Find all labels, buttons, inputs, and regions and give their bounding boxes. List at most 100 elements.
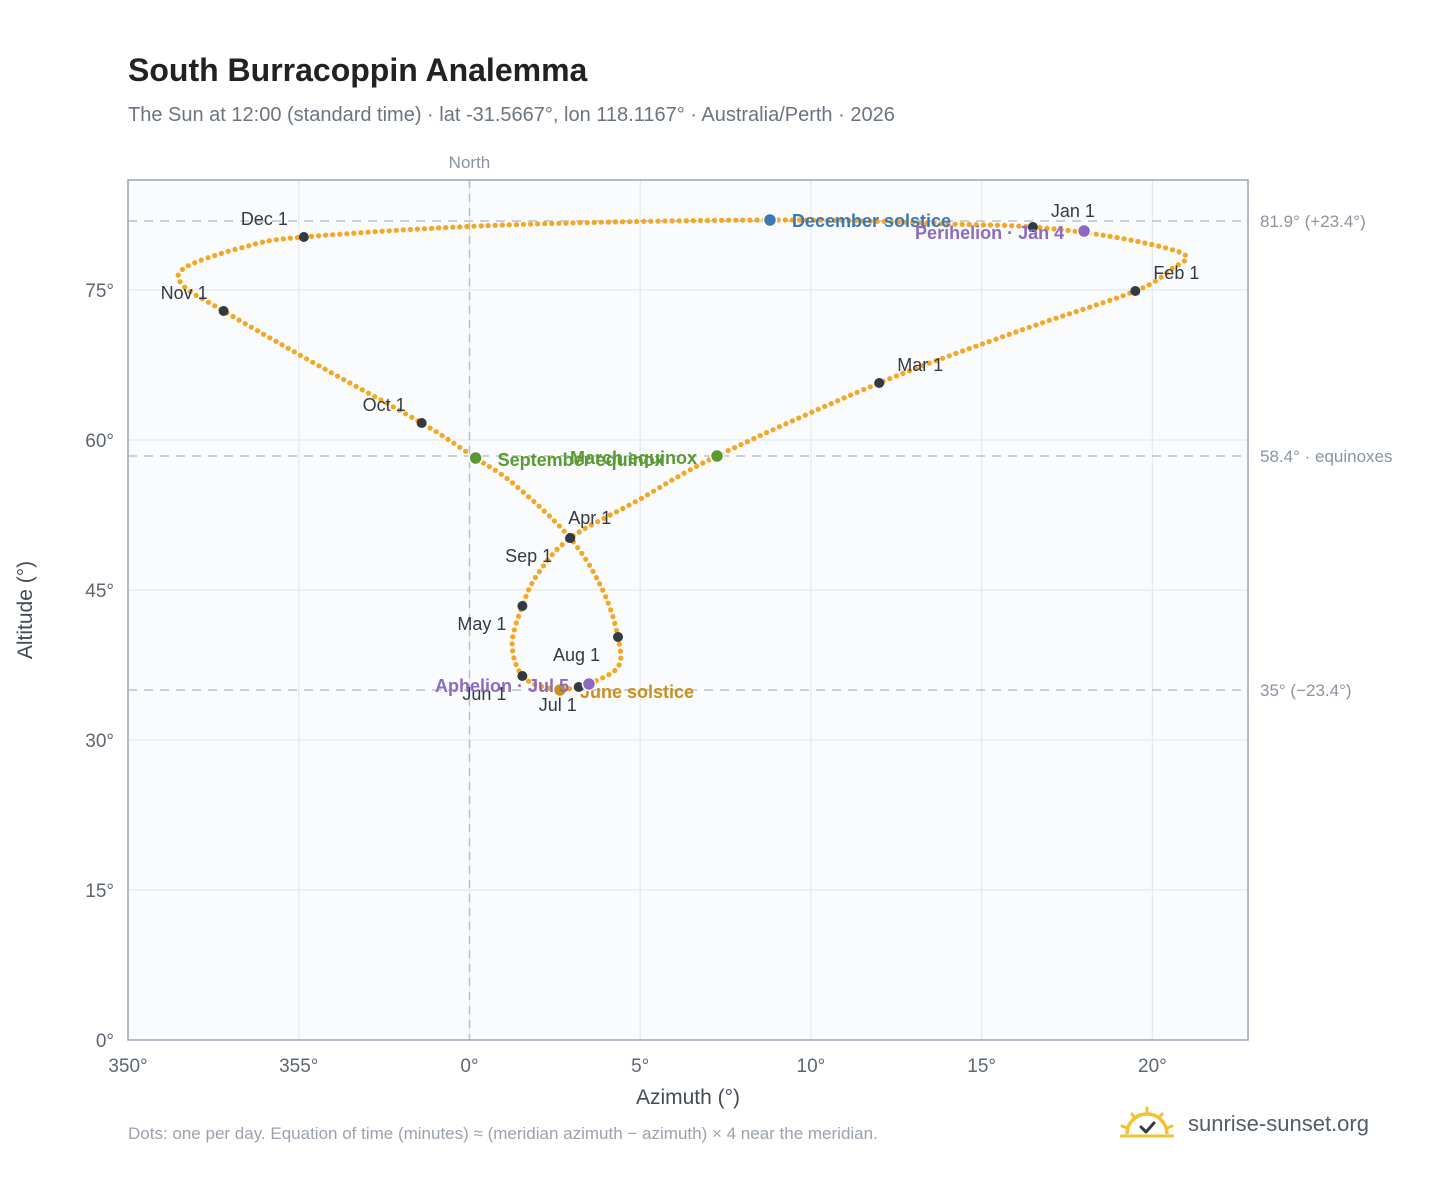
y-tick-label: 15° [85,881,114,902]
day-dot [267,335,273,341]
day-dot [1158,274,1164,280]
day-dot [681,470,687,476]
day-dot [556,523,563,529]
day-dot [536,569,543,575]
day-dot [744,439,751,445]
reference-line-label: 35° (−23.4°) [1260,681,1352,700]
day-dot [979,341,986,347]
day-dot [1121,236,1127,242]
day-dot [516,613,522,619]
day-dot [429,225,435,231]
day-dot [610,614,616,620]
day-dot [583,556,589,562]
day-dot [323,232,329,238]
day-dot [1163,245,1169,251]
day-dot [1093,231,1099,237]
day-dot [236,317,242,323]
day-dot [526,587,532,593]
day-dot [509,480,516,486]
day-dot [900,370,906,376]
day-dot [612,668,618,674]
day-dot [903,219,909,225]
day-dot [601,515,607,521]
day-dot [776,424,783,430]
day-dot [535,221,541,227]
day-dot [598,219,604,225]
day-dot [697,217,704,224]
day-dot [561,528,567,534]
day-dot [1100,232,1106,238]
day-dot [316,233,322,239]
day-dot [835,398,841,404]
day-dot [945,221,951,227]
day-dot [960,348,966,354]
day-dot [740,217,746,223]
day-dot [407,226,413,233]
day-dot [616,662,622,668]
day-dot [802,412,808,418]
day-dot [590,568,596,575]
day-dot [619,219,626,225]
day-dot [815,406,821,412]
day-dot [1044,225,1050,231]
day-dot [846,218,852,224]
month-label: Apr 1 [568,508,611,528]
day-dot [655,218,661,224]
day-dot [379,228,385,234]
day-dot [627,219,633,225]
day-dot [920,363,926,369]
day-dot [509,641,515,647]
event-label: March equinox [570,448,697,468]
x-tick-label: 0° [460,1056,478,1077]
x-tick-label: 15° [967,1056,996,1077]
day-dot [520,489,526,495]
day-dot [498,471,504,477]
day-dot [1060,313,1066,319]
day-dot [242,321,248,327]
day-dot [986,338,992,345]
day-dot [613,627,620,633]
day-dot [279,342,285,348]
day-dot [443,225,449,231]
north-label: North [449,153,491,172]
day-dot [515,484,521,491]
day-dot [280,236,286,242]
day-dot [1140,285,1146,291]
event-label: Perihelion · Jan 4 [915,223,1064,243]
day-dot [641,218,647,224]
day-dot [480,460,486,466]
day-dot [783,421,789,427]
day-dot [182,284,188,290]
day-dot [239,245,245,251]
day-dot [732,445,738,451]
day-dot [1013,329,1019,335]
brand-name: sunrise-sunset.org [1188,1111,1369,1136]
day-dot [579,550,585,556]
day-dot [1033,322,1039,328]
day-dot [520,221,527,227]
day-dot [1142,240,1148,246]
day-dot [586,562,593,568]
day-dot [803,217,810,223]
day-dot [993,336,999,342]
day-dot [839,217,845,224]
day-dot [328,370,334,376]
day-dot [663,481,669,487]
event-label: Aphelion · Jul 5 [435,676,569,696]
day-dot [1175,262,1181,268]
day-dot [330,232,336,238]
brand-logo[interactable]: sunrise-sunset.org [1120,1104,1369,1144]
month-label: Feb 1 [1153,263,1199,283]
month-label: Oct 1 [363,395,406,415]
day-dot [1087,304,1093,310]
day-dot [486,464,492,470]
day-dot [711,217,718,223]
day-dot [504,475,510,482]
day-dot [612,620,618,627]
y-tick-label: 45° [85,581,114,602]
day-dot [1066,311,1073,317]
day-dot [205,255,211,261]
day-dot [177,279,183,285]
month-dot [416,418,427,428]
